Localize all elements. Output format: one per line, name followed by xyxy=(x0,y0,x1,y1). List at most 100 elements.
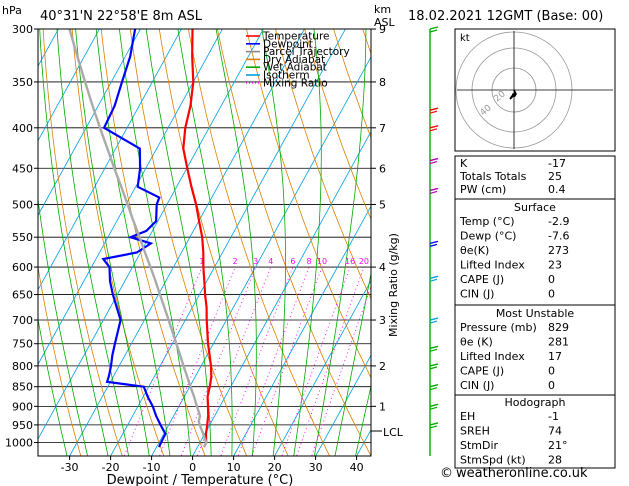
wind-barb xyxy=(429,384,439,388)
wind-barb xyxy=(429,190,438,195)
pressure-tick-label: 450 xyxy=(12,162,33,175)
most-unstable-title: Most Unstable xyxy=(496,307,575,320)
wind-barb xyxy=(429,110,438,114)
legend-label: Temperature xyxy=(262,31,330,43)
isotherm-line xyxy=(233,205,371,456)
hodograph-unit: kt xyxy=(460,33,470,44)
mixing-ratio-label: 16 xyxy=(345,257,355,266)
mixing-ratio-label: 6 xyxy=(290,257,295,266)
most-unstable-box xyxy=(454,304,616,396)
wind-barb xyxy=(429,275,439,280)
legend-label: Wet Adiabat xyxy=(263,62,327,74)
pressure-tick-label: 850 xyxy=(12,381,33,394)
index-value: -17 xyxy=(548,157,566,170)
temperature-tick-label: 30 xyxy=(309,461,323,474)
wet-adiabat-line xyxy=(75,29,150,456)
pressure-tick-label: 700 xyxy=(12,314,33,327)
hodograph-storm-marker xyxy=(512,93,516,97)
isotherm-line xyxy=(110,29,346,456)
pressure-tick-label: 300 xyxy=(12,23,33,36)
parcel-trajectory-line xyxy=(68,29,208,448)
isotherm-line xyxy=(38,29,141,217)
temperature-tick-label: -20 xyxy=(102,461,120,474)
wet-adiabat-line xyxy=(177,29,233,456)
mixing-ratio-line xyxy=(196,266,272,456)
mixing-ratio-label: 2 xyxy=(233,257,238,266)
wet-adiabat-line xyxy=(38,317,68,456)
wind-barb xyxy=(429,317,439,321)
legend-label: Dry Adiabat xyxy=(263,54,325,66)
wet-adiabat-line xyxy=(39,29,109,456)
dry-adiabat-line xyxy=(246,29,371,379)
isotherm-line xyxy=(315,354,371,456)
wind-barb xyxy=(429,403,439,408)
surface-value: 23 xyxy=(548,259,562,272)
height-tick-label: 1 xyxy=(379,400,386,413)
isotherm-line xyxy=(274,279,371,456)
temperature-tick-label: -10 xyxy=(143,461,161,474)
mu-value: 0 xyxy=(548,379,555,392)
surface-key: θe(K) xyxy=(460,244,489,257)
hodo-value: -1 xyxy=(548,410,559,423)
dry-adiabat-line xyxy=(100,29,206,456)
site-label: weatheronline.co.uk xyxy=(456,466,588,481)
wet-adiabat-line xyxy=(334,271,371,456)
isotherm-line xyxy=(38,29,223,366)
isotherm-line xyxy=(69,29,305,456)
wind-barb xyxy=(429,187,439,192)
hodo-value: 74 xyxy=(548,425,562,438)
legend-label: Parcel Trajectory xyxy=(263,46,350,58)
height-axis: 9 8 7 6 5 4 3 2 1 xyxy=(370,23,386,456)
pressure-tick-label: 750 xyxy=(12,338,33,351)
index-key: K xyxy=(460,157,468,170)
temperature-axis: -30 -20 -10 0 10 20 30 40 xyxy=(61,456,364,474)
mu-key: Pressure (mb) xyxy=(460,321,537,334)
legend-label: Mixing Ratio xyxy=(263,77,328,89)
mixing-ratio-label: 3 xyxy=(253,257,258,266)
surface-value: -7.6 xyxy=(548,230,569,243)
pressure-tick-label: 650 xyxy=(12,289,33,302)
surface-value: 0 xyxy=(548,273,555,286)
dry-adiabat-line xyxy=(216,29,371,456)
surface-key: Lifted Index xyxy=(460,259,525,272)
pressure-tick-label: 400 xyxy=(12,122,33,135)
mixing-ratio-label: 8 xyxy=(307,257,312,266)
pressure-tick-label: 800 xyxy=(12,360,33,373)
wet-adiabat-line xyxy=(261,29,286,456)
dry-adiabat-line xyxy=(275,29,371,300)
wind-barbs xyxy=(429,26,439,429)
mixing-ratio-line xyxy=(311,285,371,456)
mu-value: 281 xyxy=(548,336,569,349)
hodograph-index-title: Hodograph xyxy=(505,396,566,409)
wind-barb xyxy=(429,128,438,132)
dewpoint-line xyxy=(101,29,167,448)
surface-title: Surface xyxy=(514,201,556,214)
height-tick-label: 8 xyxy=(379,76,386,89)
hodograph-index-box xyxy=(454,394,616,469)
mu-key: CAPE (J) xyxy=(460,365,504,378)
index-value: 25 xyxy=(548,170,562,183)
temperature-tick-label: 40 xyxy=(350,461,364,474)
mixing-ratio-label: 4 xyxy=(268,257,273,266)
mu-key: CIN (J) xyxy=(460,379,494,392)
wind-barb xyxy=(429,366,438,370)
pressure-unit-label: hPa xyxy=(2,4,22,17)
wind-barb xyxy=(429,422,439,426)
mu-key: θe (K) xyxy=(460,336,493,349)
pressure-tick-label: 350 xyxy=(12,76,33,89)
surface-box xyxy=(454,198,616,306)
wind-barb xyxy=(429,125,439,129)
isotherm-line xyxy=(38,29,264,440)
temperature-tick-label: -30 xyxy=(61,461,79,474)
km-unit-label: km xyxy=(374,3,391,16)
legend-label: Isotherm xyxy=(263,70,310,82)
asl-unit-label: ASL xyxy=(374,16,396,29)
wind-barb xyxy=(429,29,438,33)
wet-adiabat-line xyxy=(95,29,171,456)
wet-adiabat-line xyxy=(293,29,322,456)
mixing-ratio-axis-label: Mixing Ratio (g/kg) xyxy=(387,233,400,337)
wet-adiabat-line xyxy=(56,29,130,456)
wet-adiabat-line xyxy=(313,29,367,456)
wet-adiabat-line xyxy=(118,29,191,456)
wind-barb xyxy=(429,243,438,247)
